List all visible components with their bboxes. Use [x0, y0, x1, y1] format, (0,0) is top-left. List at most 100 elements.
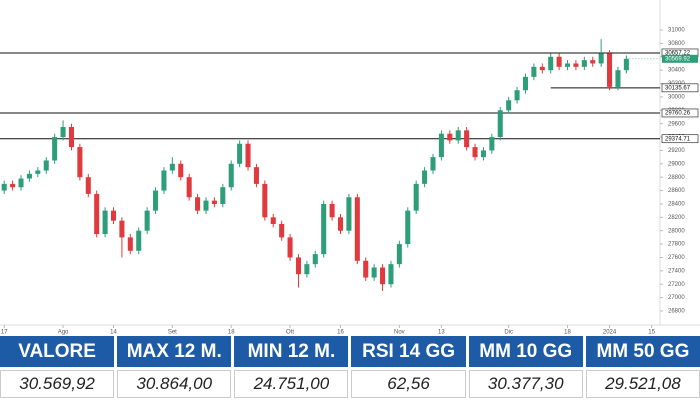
candle [270, 213, 276, 228]
candle-body [262, 183, 268, 218]
candle-body [127, 237, 133, 251]
x-tick-label: 18 [564, 330, 571, 336]
candle [346, 193, 352, 235]
candle-body [119, 220, 125, 238]
stats-table: VALORE MAX 12 M. MIN 12 M. RSI 14 GG MM 10 G… [0, 336, 700, 398]
candle [573, 60, 579, 71]
candle [354, 193, 360, 265]
candle-body [354, 197, 360, 261]
candle-body [295, 257, 301, 275]
candle [413, 180, 419, 214]
y-tick-label: 30400 [668, 68, 685, 74]
y-tick-label: 27200 [668, 282, 685, 288]
candle-body [438, 133, 444, 158]
candle [85, 173, 91, 198]
y-tick-label: 28400 [668, 202, 685, 208]
candle-body [85, 177, 91, 194]
y-tick-label: 30000 [668, 95, 685, 101]
candle [1, 180, 7, 194]
x-tick-label: Ott [286, 330, 294, 336]
candle-body [363, 260, 369, 278]
candle [623, 55, 629, 74]
table-header: MIN 12 M. [234, 336, 349, 367]
candle-body [573, 63, 579, 67]
candle [472, 143, 478, 161]
candle [405, 207, 411, 248]
candle [169, 157, 175, 174]
candle-body [220, 187, 226, 204]
candle-body [77, 147, 83, 178]
candle-body [43, 160, 49, 171]
candle [220, 183, 226, 208]
candle-body [539, 66, 545, 71]
candle-body [287, 237, 293, 258]
candle [77, 143, 83, 181]
candle [422, 167, 428, 188]
candle-body [110, 210, 117, 221]
y-tick-label: 28000 [668, 228, 685, 234]
candle [380, 264, 386, 291]
candle [489, 133, 495, 154]
table-cell: 30.569,92 [0, 370, 115, 398]
candle [522, 73, 528, 94]
candle [438, 130, 444, 161]
candle [10, 180, 16, 191]
candle-body [68, 127, 74, 148]
y-tick-label: 30800 [668, 41, 685, 47]
candle [102, 207, 108, 238]
table-cell: 30.864,00 [117, 370, 232, 398]
last-price-box [662, 54, 698, 63]
candle-body [253, 167, 259, 184]
candle-body [480, 150, 486, 158]
candle [203, 197, 209, 214]
candle-body [514, 90, 520, 101]
x-tick-label: 2024 [603, 330, 617, 336]
candle [279, 220, 285, 241]
candle [615, 66, 621, 91]
y-tick-label: 29600 [668, 121, 685, 127]
table-header: MAX 12 M. [117, 336, 232, 367]
candle [396, 240, 402, 268]
candle [262, 180, 268, 221]
candle-body [153, 190, 159, 211]
candle [506, 96, 512, 114]
candle [337, 213, 344, 235]
candle-body [1, 183, 7, 191]
candle-body [531, 66, 537, 77]
candle-body [472, 147, 478, 158]
candle-body [178, 163, 184, 178]
candle-body [321, 203, 327, 255]
candle-body [52, 137, 58, 161]
candle-body [203, 200, 209, 211]
x-tick-label: 18 [228, 330, 235, 336]
candle [304, 260, 310, 278]
candle-body [279, 224, 285, 238]
candle [127, 234, 133, 255]
candle [94, 190, 100, 238]
y-tick-label: 29000 [668, 161, 685, 167]
table-header: RSI 14 GG [351, 336, 466, 367]
candle-body [615, 70, 621, 87]
candle [464, 127, 470, 151]
candle-body [564, 63, 571, 67]
candle-body [413, 183, 419, 211]
candle [514, 86, 520, 104]
candle [497, 106, 503, 141]
candle [68, 123, 74, 151]
candle-body [312, 254, 318, 265]
x-tick-label: Nov [394, 330, 405, 336]
chart: 26800 27000 27200 27400 27600 27800 28000 28200… [0, 0, 700, 336]
candle [237, 140, 243, 168]
candle-body [26, 173, 32, 179]
level-label: 29374.71 [665, 136, 691, 142]
candle [430, 153, 436, 174]
candle [18, 175, 24, 191]
y-tick-label: 28800 [668, 175, 685, 181]
table-cell: 24.751,00 [234, 370, 349, 398]
candle [388, 260, 394, 288]
candle-body [598, 53, 604, 64]
candle-body [447, 133, 453, 141]
candle-body [346, 197, 352, 231]
y-tick-label: 28600 [668, 188, 685, 194]
